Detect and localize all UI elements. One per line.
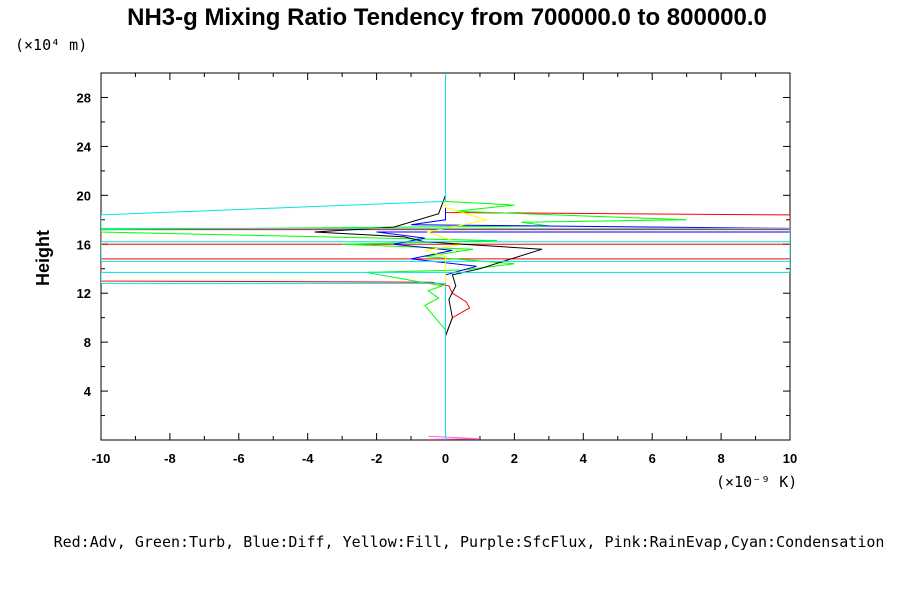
y-tick-label: 4 bbox=[84, 384, 92, 399]
y-tick-label: 8 bbox=[84, 335, 91, 350]
chart-title: NH3-g Mixing Ratio Tendency from 700000.… bbox=[127, 4, 767, 31]
x-tick-label: 2 bbox=[511, 451, 518, 466]
series-line-turb bbox=[101, 73, 687, 440]
x-tick-label: 6 bbox=[649, 451, 656, 466]
y-tick-label: 28 bbox=[77, 90, 91, 105]
x-tick-label: -10 bbox=[92, 451, 111, 466]
x-unit-label: (×10⁻⁹ K) bbox=[716, 473, 797, 491]
series-line-adv bbox=[101, 195, 790, 440]
y-tick-label: 16 bbox=[77, 237, 91, 252]
y-unit-label: (×10⁴ m) bbox=[15, 36, 87, 54]
x-tick-label: 8 bbox=[717, 451, 724, 466]
x-tick-label: -2 bbox=[371, 451, 383, 466]
x-tick-label: 0 bbox=[442, 451, 449, 466]
x-tick-label: -6 bbox=[233, 451, 245, 466]
x-tick-label: -4 bbox=[302, 451, 314, 466]
x-tick-label: 4 bbox=[580, 451, 588, 466]
y-tick-label: 24 bbox=[77, 139, 92, 154]
series-line-diff bbox=[376, 195, 790, 440]
x-tick-label: -8 bbox=[164, 451, 176, 466]
series-line-fill bbox=[424, 195, 487, 440]
y-tick-label: 20 bbox=[77, 188, 91, 203]
series-line-rainevap bbox=[428, 435, 481, 440]
legend-text: Red:Adv, Green:Turb, Blue:Diff, Yellow:F… bbox=[54, 533, 885, 551]
x-tick-label: 10 bbox=[783, 451, 797, 466]
y-tick-label: 12 bbox=[77, 286, 91, 301]
y-axis-label: Height bbox=[33, 230, 53, 286]
